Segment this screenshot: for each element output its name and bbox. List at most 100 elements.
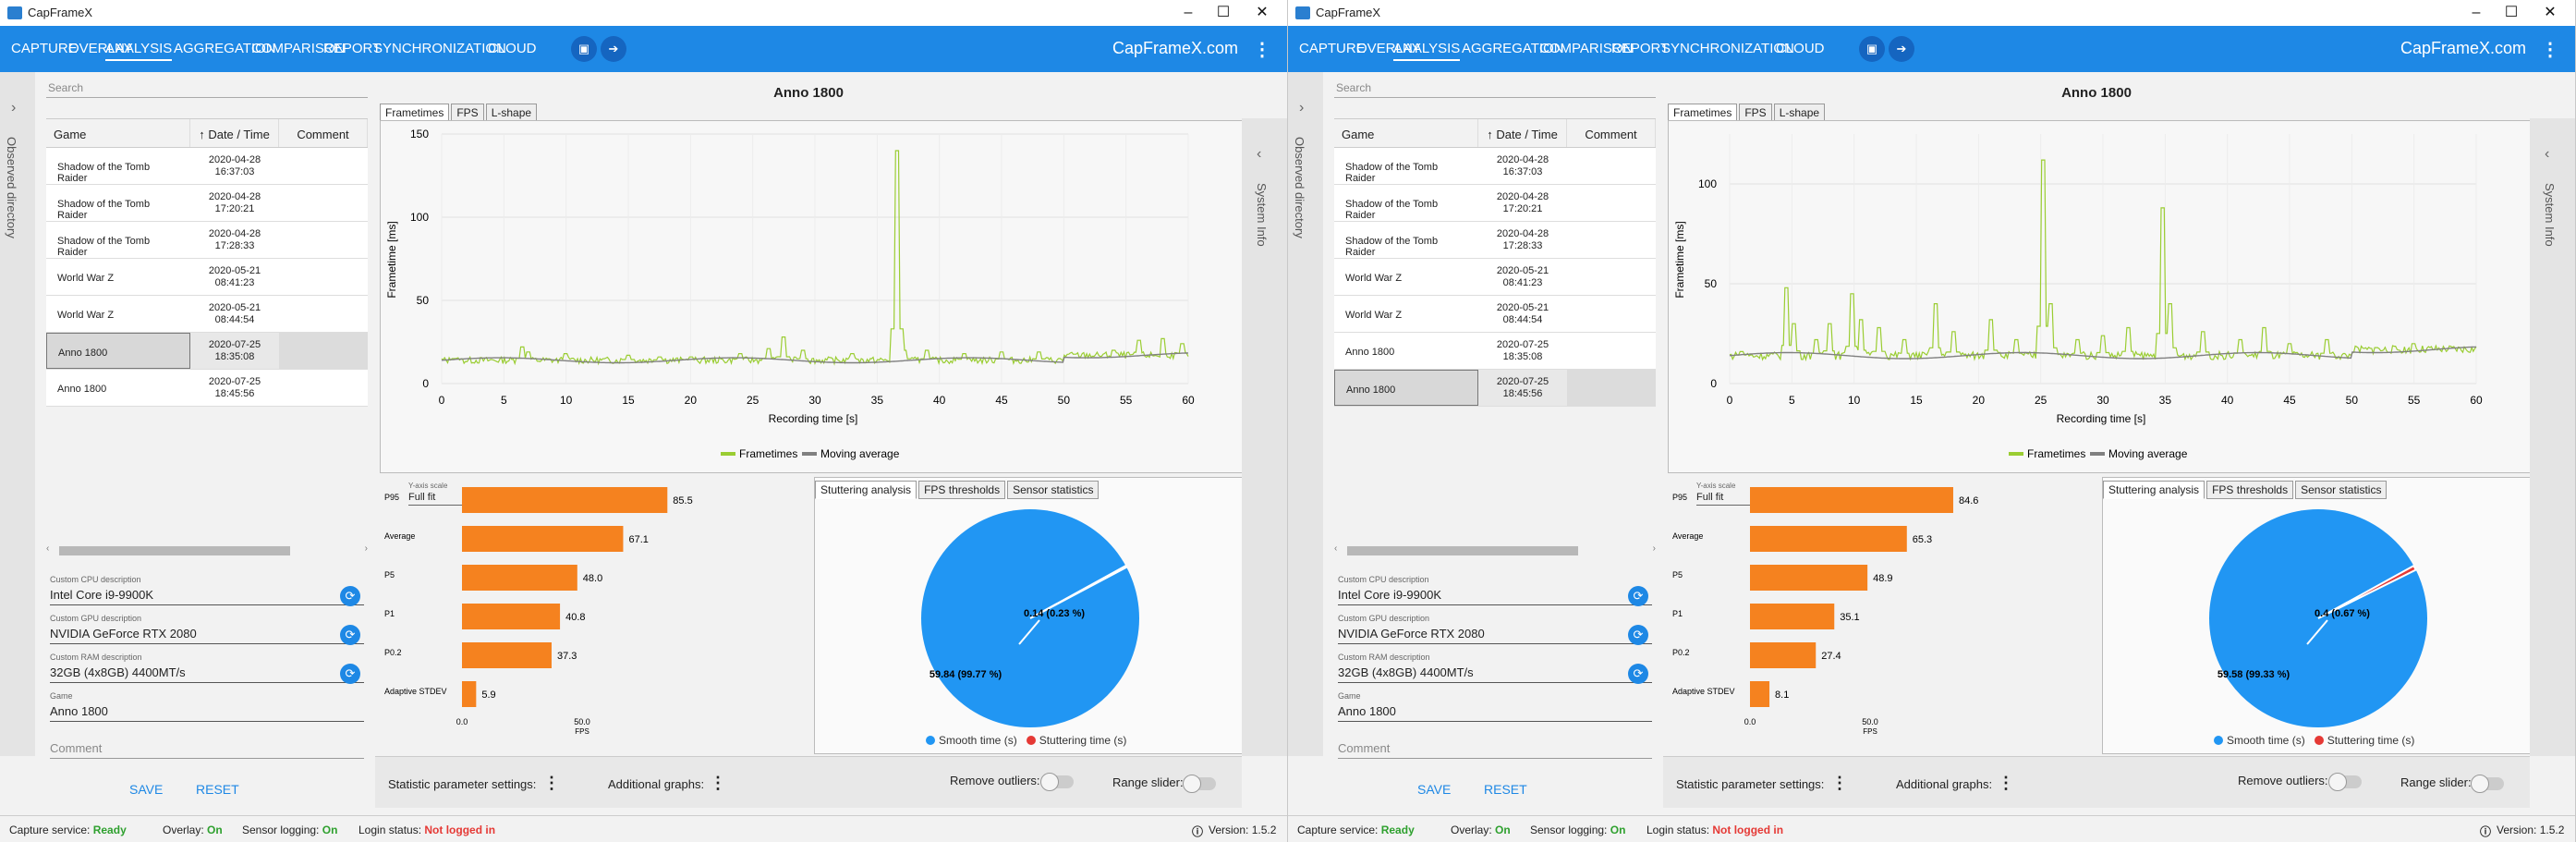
tab-overlay[interactable]: OVERLAY bbox=[68, 41, 133, 56]
additional-graphs-menu-icon[interactable]: ⋮ bbox=[1998, 774, 2014, 792]
search-input[interactable]: Search bbox=[46, 76, 368, 98]
refresh-gpu-icon[interactable]: ⟳ bbox=[1628, 625, 1648, 645]
info-icon[interactable]: ⓘ bbox=[1192, 825, 1204, 838]
login-icon[interactable]: ➔ bbox=[1889, 36, 1914, 62]
comment-field[interactable]: Comment bbox=[1338, 738, 1652, 759]
range-slider-toggle[interactable] bbox=[1183, 775, 1216, 793]
tab-sensor-statistics[interactable]: Sensor statistics bbox=[2295, 481, 2388, 499]
additional-graphs-menu-icon[interactable]: ⋮ bbox=[710, 774, 726, 792]
table-row[interactable]: World War Z 2020-05-21 08:44:54 bbox=[1334, 296, 1656, 333]
minimize-button[interactable]: – bbox=[1184, 5, 1193, 20]
save-button[interactable]: SAVE bbox=[129, 782, 164, 797]
tab-frametimes[interactable]: Frametimes bbox=[380, 104, 450, 122]
header-game[interactable]: Game bbox=[1334, 119, 1478, 147]
tab-analysis[interactable]: ANALYSIS bbox=[105, 41, 173, 61]
more-menu-icon[interactable]: ⋮ bbox=[1253, 40, 1271, 60]
header-comment[interactable]: Comment bbox=[279, 119, 368, 147]
stat-params-menu-icon[interactable]: ⋮ bbox=[543, 774, 560, 792]
tab-synchronization[interactable]: SYNCHRONIZATION bbox=[1661, 41, 1794, 56]
screenshot-icon[interactable]: ▣ bbox=[1859, 36, 1885, 62]
tab-aggregation[interactable]: AGGREGATION bbox=[174, 41, 276, 56]
screenshot-icon[interactable]: ▣ bbox=[571, 36, 597, 62]
stat-params-menu-icon[interactable]: ⋮ bbox=[1831, 774, 1848, 792]
table-row[interactable]: Shadow of the Tomb Raider 2020-04-28 17:28… bbox=[1334, 222, 1656, 259]
gpu-field[interactable]: Custom GPU description NVIDIA GeForce RT… bbox=[50, 614, 364, 644]
table-row[interactable]: Anno 1800 2020-07-25 18:35:08 bbox=[46, 333, 368, 370]
reset-button[interactable]: RESET bbox=[1484, 782, 1527, 797]
maximize-button[interactable]: ☐ bbox=[2504, 5, 2519, 20]
tab-frametimes[interactable]: Frametimes bbox=[1668, 104, 1738, 122]
more-menu-icon[interactable]: ⋮ bbox=[2541, 40, 2559, 60]
tab-comparison[interactable]: COMPARISON bbox=[251, 41, 346, 56]
cpu-field[interactable]: Custom CPU description Intel Core i9-990… bbox=[1338, 575, 1652, 605]
save-button[interactable]: SAVE bbox=[1417, 782, 1452, 797]
header-date[interactable]: ↑ Date / Time bbox=[190, 119, 279, 147]
horizontal-scrollbar[interactable]: ‹ › bbox=[1334, 543, 1656, 556]
game-field[interactable]: Game Anno 1800 bbox=[1338, 691, 1652, 722]
game-field[interactable]: Game Anno 1800 bbox=[50, 691, 364, 722]
tab-fps[interactable]: FPS bbox=[1739, 104, 1772, 122]
tab-analysis[interactable]: ANALYSIS bbox=[1393, 41, 1461, 61]
reset-button[interactable]: RESET bbox=[196, 782, 239, 797]
scroll-right-icon[interactable]: › bbox=[364, 543, 368, 554]
cpu-field[interactable]: Custom CPU description Intel Core i9-990… bbox=[50, 575, 364, 605]
table-row[interactable]: Shadow of the Tomb Raider 2020-04-28 17:20… bbox=[1334, 185, 1656, 222]
table-row[interactable]: Shadow of the Tomb Raider 2020-04-28 16:37… bbox=[46, 148, 368, 185]
gpu-field[interactable]: Custom GPU description NVIDIA GeForce RT… bbox=[1338, 614, 1652, 644]
system-info-panel[interactable]: ‹ System Info bbox=[2530, 118, 2575, 756]
header-date[interactable]: ↑ Date / Time bbox=[1478, 119, 1567, 147]
header-game[interactable]: Game bbox=[46, 119, 190, 147]
tab-report[interactable]: REPORT bbox=[323, 41, 382, 56]
tab-report[interactable]: REPORT bbox=[1611, 41, 1670, 56]
refresh-cpu-icon[interactable]: ⟳ bbox=[340, 586, 360, 606]
remove-outliers-toggle[interactable] bbox=[2328, 773, 2362, 791]
scrollbar-thumb[interactable] bbox=[1347, 546, 1578, 555]
horizontal-scrollbar[interactable]: ‹ › bbox=[46, 543, 368, 556]
table-row[interactable]: World War Z 2020-05-21 08:41:23 bbox=[1334, 259, 1656, 296]
table-row[interactable]: Shadow of the Tomb Raider 2020-04-28 16:37… bbox=[1334, 148, 1656, 185]
ram-field[interactable]: Custom RAM description 32GB (4x8GB) 4400… bbox=[1338, 653, 1652, 683]
tab-synchronization[interactable]: SYNCHRONIZATION bbox=[373, 41, 506, 56]
tab-capture[interactable]: CAPTURE bbox=[11, 41, 78, 56]
scroll-left-icon[interactable]: ‹ bbox=[1334, 543, 1338, 554]
info-icon[interactable]: ⓘ bbox=[2480, 825, 2492, 838]
table-row[interactable]: Anno 1800 2020-07-25 18:45:56 bbox=[46, 370, 368, 407]
table-row[interactable]: Anno 1800 2020-07-25 18:35:08 bbox=[1334, 333, 1656, 370]
tab-cloud[interactable]: CLOUD bbox=[1776, 41, 1825, 56]
header-comment[interactable]: Comment bbox=[1567, 119, 1656, 147]
tab-lshape[interactable]: L-shape bbox=[1773, 104, 1826, 122]
tab-fps-thresholds[interactable]: FPS thresholds bbox=[918, 481, 1006, 499]
tab-cloud[interactable]: CLOUD bbox=[488, 41, 537, 56]
scroll-left-icon[interactable]: ‹ bbox=[46, 543, 50, 554]
observed-directory-panel[interactable]: › Observed directory bbox=[0, 72, 35, 756]
tab-sensor-statistics[interactable]: Sensor statistics bbox=[1007, 481, 1100, 499]
brand-link[interactable]: CapFrameX.com bbox=[1112, 39, 1238, 57]
table-row[interactable]: Shadow of the Tomb Raider 2020-04-28 17:28… bbox=[46, 222, 368, 259]
maximize-button[interactable]: ☐ bbox=[1216, 5, 1231, 20]
tab-fps-thresholds[interactable]: FPS thresholds bbox=[2206, 481, 2294, 499]
table-row[interactable]: Anno 1800 2020-07-25 18:45:56 bbox=[1334, 370, 1656, 407]
scroll-right-icon[interactable]: › bbox=[1652, 543, 1656, 554]
refresh-ram-icon[interactable]: ⟳ bbox=[340, 664, 360, 684]
login-icon[interactable]: ➔ bbox=[601, 36, 626, 62]
comment-field[interactable]: Comment bbox=[50, 738, 364, 759]
tab-aggregation[interactable]: AGGREGATION bbox=[1462, 41, 1564, 56]
tab-comparison[interactable]: COMPARISON bbox=[1539, 41, 1634, 56]
observed-directory-panel[interactable]: › Observed directory bbox=[1288, 72, 1323, 756]
search-input[interactable]: Search bbox=[1334, 76, 1656, 98]
remove-outliers-toggle[interactable] bbox=[1040, 773, 1074, 791]
close-button[interactable]: ✕ bbox=[2544, 5, 2557, 20]
refresh-cpu-icon[interactable]: ⟳ bbox=[1628, 586, 1648, 606]
table-row[interactable]: Shadow of the Tomb Raider 2020-04-28 17:20… bbox=[46, 185, 368, 222]
refresh-gpu-icon[interactable]: ⟳ bbox=[340, 625, 360, 645]
tab-lshape[interactable]: L-shape bbox=[485, 104, 538, 122]
tab-capture[interactable]: CAPTURE bbox=[1299, 41, 1366, 56]
tab-stuttering[interactable]: Stuttering analysis bbox=[815, 481, 917, 499]
refresh-ram-icon[interactable]: ⟳ bbox=[1628, 664, 1648, 684]
range-slider-toggle[interactable] bbox=[2471, 775, 2504, 793]
tab-fps[interactable]: FPS bbox=[451, 104, 484, 122]
brand-link[interactable]: CapFrameX.com bbox=[2400, 39, 2526, 57]
scrollbar-thumb[interactable] bbox=[59, 546, 290, 555]
ram-field[interactable]: Custom RAM description 32GB (4x8GB) 4400… bbox=[50, 653, 364, 683]
close-button[interactable]: ✕ bbox=[1256, 5, 1269, 20]
